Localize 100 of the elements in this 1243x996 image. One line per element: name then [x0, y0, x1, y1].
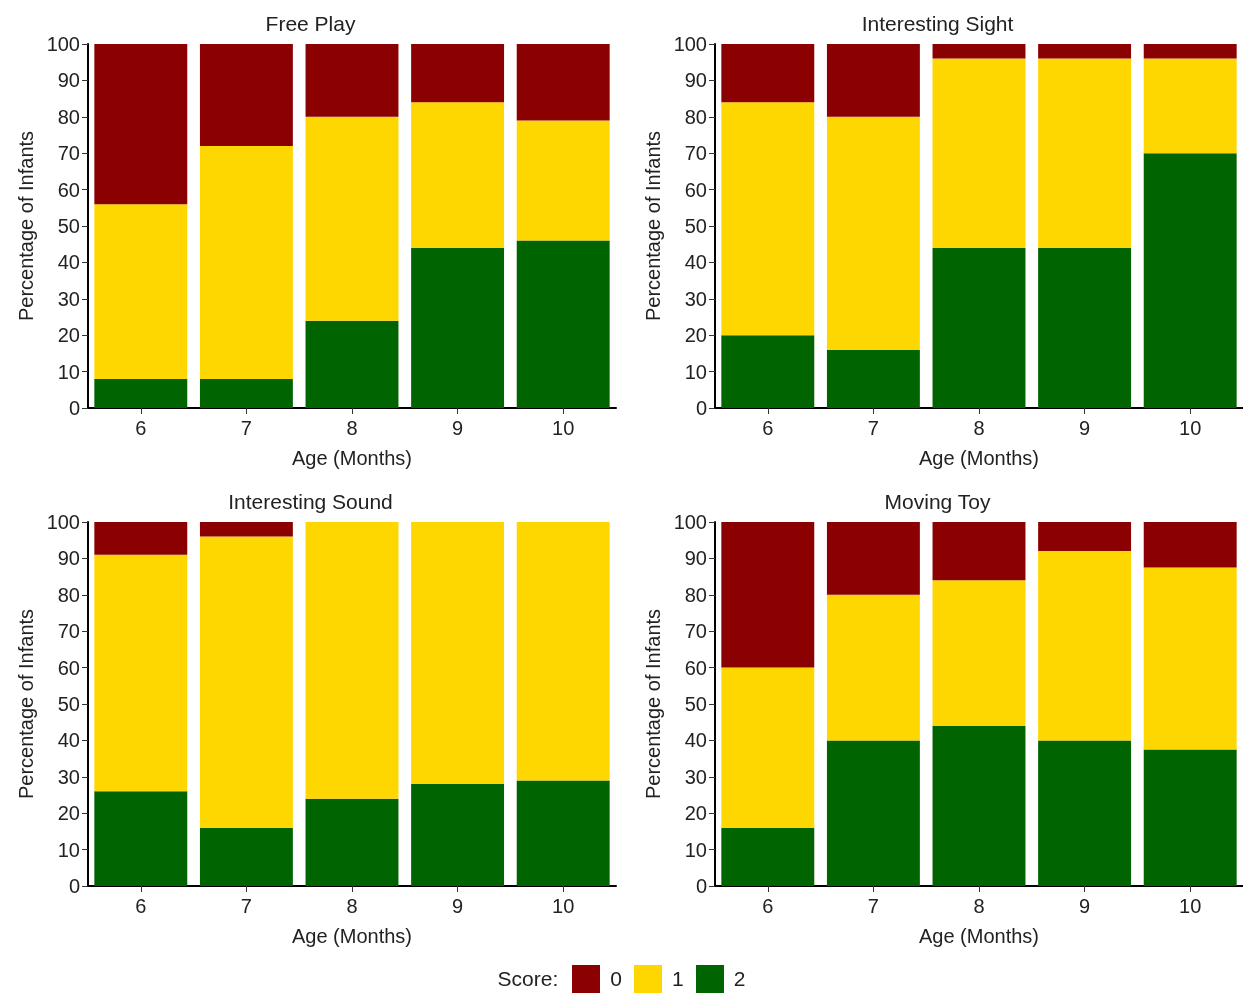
bar [199, 378, 293, 408]
y-tick-label: 40 [684, 251, 707, 274]
bar [516, 780, 610, 886]
y-tick-label: 50 [684, 215, 707, 237]
legend-title: Score: [497, 967, 559, 991]
bar [516, 522, 610, 781]
y-tick-label: 30 [57, 765, 80, 788]
y-tick-label: 80 [684, 105, 707, 128]
y-axis-title: Percentage of Infants [14, 608, 37, 800]
bar [721, 522, 815, 668]
bar [826, 740, 920, 886]
y-tick-label: 80 [684, 583, 707, 606]
bar [1143, 567, 1237, 750]
bar [1038, 522, 1132, 552]
x-tick-label: 9 [1079, 417, 1091, 439]
bar [1038, 740, 1132, 886]
bar [826, 522, 920, 595]
bar [411, 247, 505, 408]
bar [94, 204, 188, 379]
bar [516, 44, 610, 121]
bar [94, 522, 188, 555]
chart-title: Free Play [265, 12, 356, 35]
chart-title: Interesting Sound [228, 490, 393, 513]
y-tick-label: 90 [57, 69, 80, 92]
x-axis-title: Age (Months) [918, 925, 1040, 947]
bar [199, 827, 293, 886]
bar [1143, 153, 1237, 408]
bar [199, 44, 293, 146]
bar [721, 44, 815, 103]
y-tick-label: 10 [684, 360, 707, 383]
x-tick-label: 8 [973, 895, 985, 917]
bar [305, 798, 399, 886]
y-tick-label: 30 [684, 287, 707, 310]
bar [1038, 247, 1132, 408]
y-axis-title: Percentage of Infants [641, 608, 664, 800]
bar [932, 580, 1026, 726]
y-tick-label: 20 [57, 802, 80, 825]
x-tick-label: 9 [452, 417, 464, 439]
y-tick-label: 70 [684, 620, 707, 643]
bar [305, 116, 399, 321]
y-tick-label: 70 [684, 142, 707, 165]
x-axis-title: Age (Months) [291, 925, 413, 947]
x-tick-label: 9 [1079, 895, 1091, 917]
y-tick-label: 90 [684, 547, 707, 570]
bar [94, 378, 188, 408]
bar [199, 522, 293, 537]
y-tick-label: 20 [684, 802, 707, 825]
bar [721, 827, 815, 886]
bar [1143, 58, 1237, 154]
bar [826, 349, 920, 408]
x-tick-label: 6 [762, 895, 774, 917]
y-tick-label: 100 [46, 511, 80, 533]
y-tick-label: 100 [46, 33, 80, 55]
bar [721, 335, 815, 408]
y-tick-label: 90 [684, 69, 707, 92]
y-tick-label: 0 [695, 875, 707, 897]
bar [94, 791, 188, 886]
y-tick-label: 50 [57, 215, 80, 237]
bar [932, 725, 1026, 886]
x-tick-label: 10 [1179, 895, 1202, 917]
bar [94, 44, 188, 205]
bar [305, 522, 399, 799]
y-tick-label: 60 [57, 656, 80, 679]
x-tick-label: 7 [240, 417, 252, 439]
x-tick-label: 6 [135, 895, 147, 917]
bar [411, 784, 505, 886]
x-tick-label: 8 [346, 417, 358, 439]
bar [826, 594, 920, 741]
legend-label: 1 [672, 967, 684, 991]
bar [1038, 44, 1132, 59]
y-tick-label: 90 [57, 547, 80, 570]
x-tick-label: 7 [867, 895, 879, 917]
bar [826, 44, 920, 117]
y-tick-label: 80 [57, 583, 80, 606]
x-axis-title: Age (Months) [918, 447, 1040, 469]
bar [932, 247, 1026, 408]
y-tick-label: 0 [695, 397, 707, 419]
y-tick-label: 70 [57, 142, 80, 165]
bar [199, 145, 293, 379]
bar [1143, 749, 1237, 886]
x-tick-label: 7 [867, 417, 879, 439]
y-tick-label: 50 [57, 693, 80, 715]
y-tick-label: 0 [68, 397, 80, 419]
y-tick-label: 60 [57, 178, 80, 201]
bar [199, 536, 293, 828]
y-tick-label: 10 [57, 360, 80, 383]
bar [411, 102, 505, 248]
x-tick-label: 10 [552, 417, 575, 439]
bar [516, 240, 610, 408]
y-tick-label: 40 [684, 729, 707, 752]
y-tick-label: 10 [57, 838, 80, 861]
bar [411, 44, 505, 103]
x-tick-label: 7 [240, 895, 252, 917]
chart-title: Moving Toy [884, 490, 991, 513]
y-tick-label: 0 [68, 875, 80, 897]
y-axis-title: Percentage of Infants [641, 130, 664, 322]
x-tick-label: 6 [135, 417, 147, 439]
legend-label: 2 [733, 967, 746, 991]
bar [305, 44, 399, 117]
bar [305, 320, 399, 408]
